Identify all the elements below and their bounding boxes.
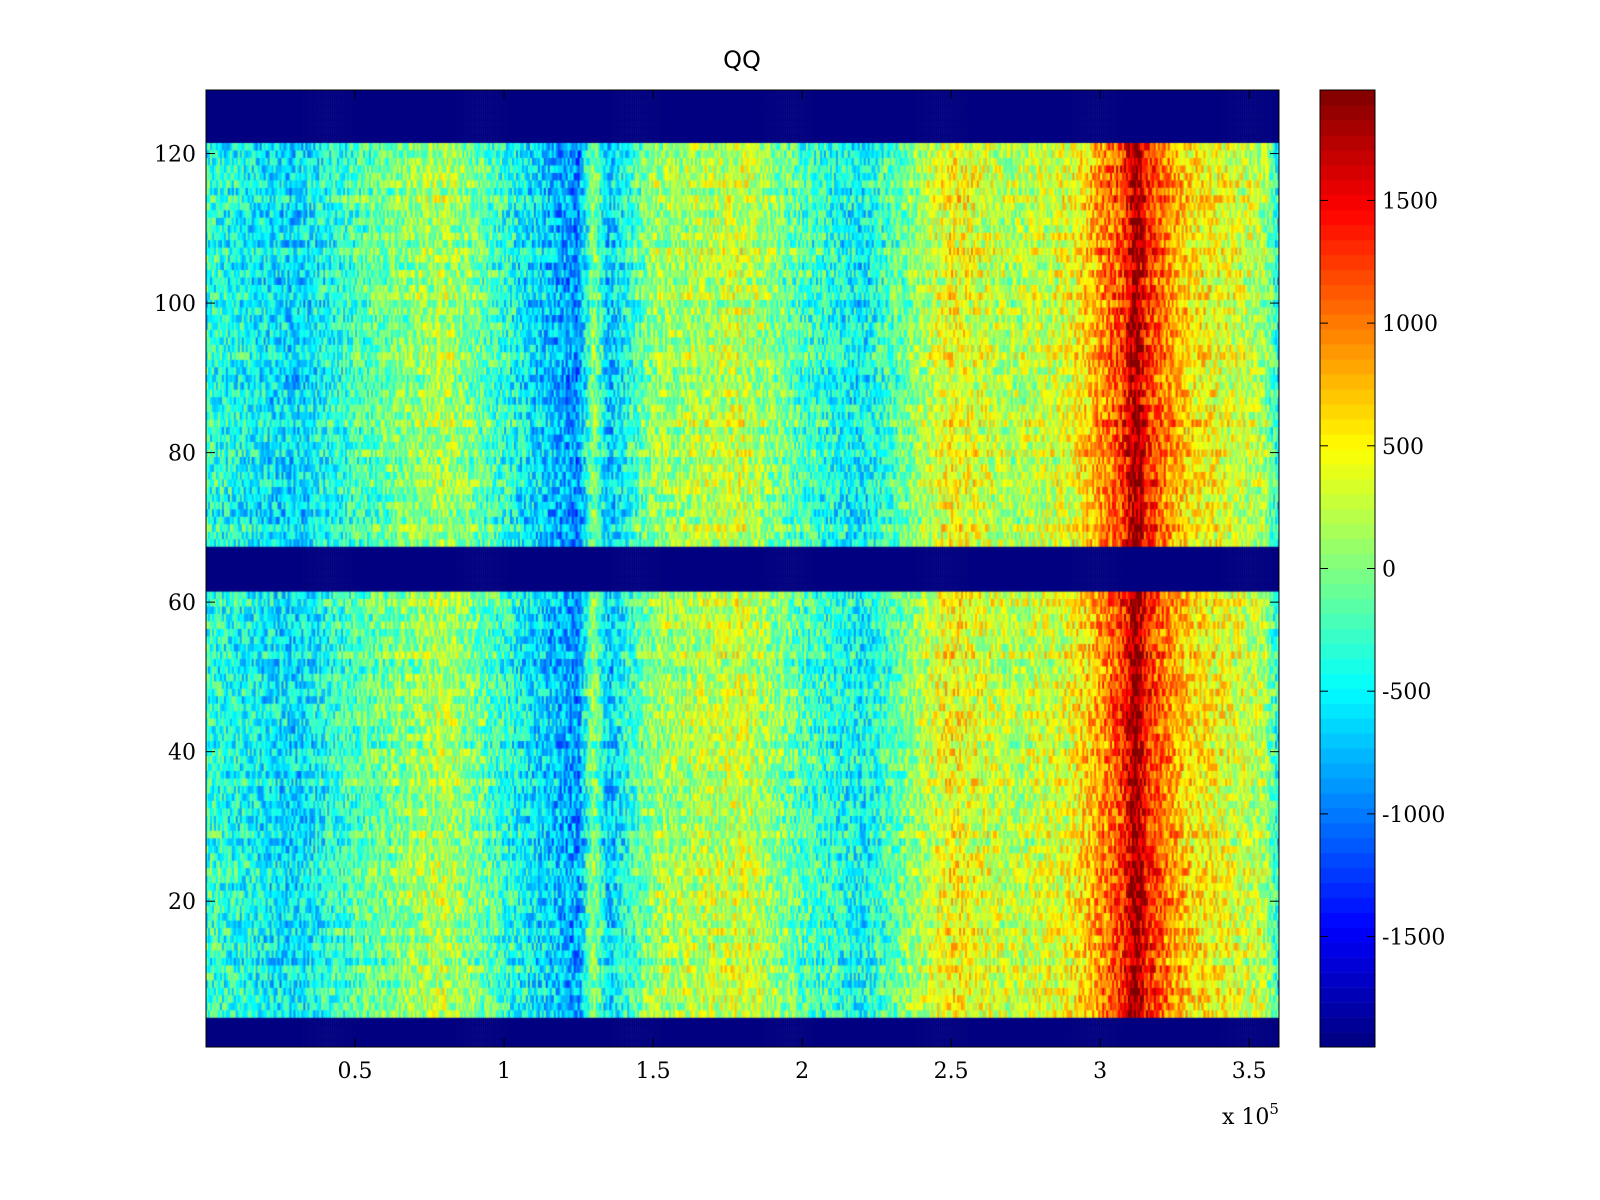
colorbar-tick-label: 0 — [1382, 558, 1396, 583]
y-tick-label: 40 — [168, 741, 196, 766]
x-tick-label: 1 — [497, 1059, 511, 1084]
colorbar-tick-label: -500 — [1382, 680, 1431, 705]
y-tick-label: 20 — [168, 890, 196, 915]
colorbar-tick-label: -1500 — [1382, 926, 1445, 951]
colorbar-tick-label: 1500 — [1382, 189, 1438, 214]
y-tick-label: 120 — [154, 143, 196, 168]
x-tick-label: 1.5 — [636, 1059, 671, 1084]
colorbar: -1500 -1000 -500 0 500 1000 1500 — [1319, 89, 1445, 1048]
x-tick-label: 2 — [795, 1059, 809, 1084]
heatmap-cells — [206, 90, 1279, 1047]
colorbar-tick-label: 1000 — [1382, 312, 1438, 337]
x-exponent-base: x 10 — [1222, 1105, 1269, 1130]
colorbar-axis: -1500 -1000 -500 0 500 1000 1500 — [1320, 189, 1445, 951]
x-exponent-label: x 105 — [1222, 1100, 1279, 1130]
y-tick-label: 100 — [154, 292, 196, 317]
y-tick-label: 60 — [168, 591, 196, 616]
colorbar-tick-label: 500 — [1382, 435, 1424, 460]
plot-frame — [205, 89, 1280, 1048]
x-tick-label: 0.5 — [338, 1059, 373, 1084]
y-axis: 20 40 60 80 100 120 — [154, 143, 1279, 915]
chart-title: QQ — [723, 46, 761, 74]
x-tick-label: 2.5 — [934, 1059, 969, 1084]
heatmap-plot-area — [205, 89, 1280, 1048]
x-exponent-power: 5 — [1269, 1100, 1279, 1118]
colorbar-tick-label: -1000 — [1382, 803, 1445, 828]
x-axis: 0.5 1 1.5 2 2.5 3 3.5 — [338, 90, 1267, 1084]
colorbar-gradient — [1320, 90, 1375, 1047]
x-tick-label: 3.5 — [1232, 1059, 1267, 1084]
y-tick-label: 80 — [168, 442, 196, 467]
x-tick-label: 3 — [1093, 1059, 1107, 1084]
